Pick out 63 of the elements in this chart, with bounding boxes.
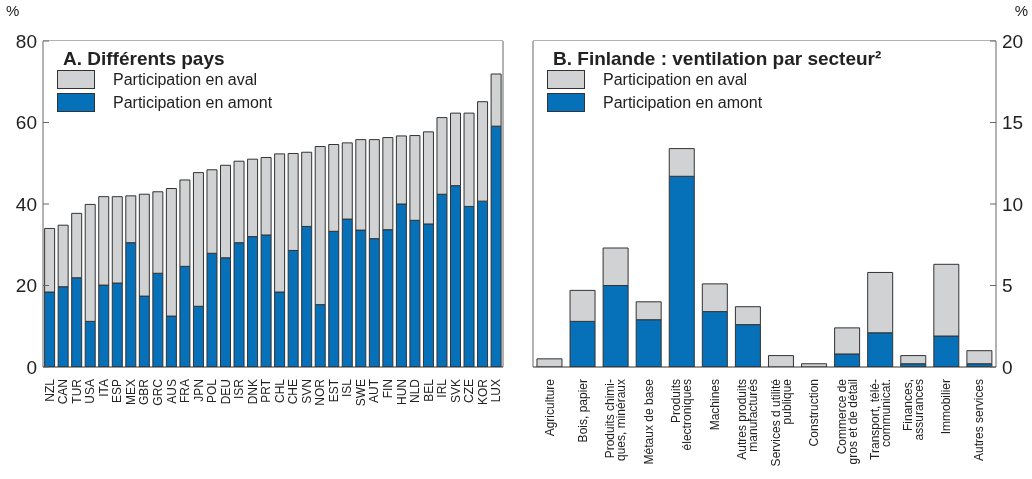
x-tick-label: USA [83,379,98,404]
x-tick-label: Bois, papier [575,379,590,443]
legend-label: Participation en amont [603,93,763,112]
y2-axis-title: % [1014,2,1028,19]
x-tick-label: Produits chimi- ques, minéraux [603,379,629,462]
x-tick-label: AUT [367,378,382,403]
x-tick-label: ISL [340,378,355,398]
x-tick-label: PRT [259,378,274,403]
y-axis-title: % [6,2,20,19]
legend-label: Participation en amont [113,93,273,112]
x-tick-label: SVK [448,379,463,404]
legend-label: Participation en aval [603,70,748,89]
y-tick-label: 40 [15,193,37,215]
y2-tick-label: 15 [1002,112,1024,134]
x-tick-label: ESP [110,379,125,404]
y2-tick-label: 10 [1002,193,1024,215]
x-tick-label: DEU [218,379,233,405]
x-tick-label: SVN [299,379,314,404]
y-tick-label: 60 [15,112,37,134]
x-tick-label: DNK [245,379,260,405]
x-tick-label: ISR [232,378,247,400]
x-tick-label: FIN [381,379,395,399]
legend-label: Participation en aval [113,70,258,89]
x-tick-label: JPN [191,379,206,402]
chart-title: A. Différents pays [63,48,225,70]
x-tick-label: AUS [164,379,179,404]
x-tick-label: GBR [137,378,152,406]
x-tick-label: TUR [69,378,84,404]
x-tick-label: Métaux de base [641,378,656,465]
x-tick-label: Autres services [972,379,987,462]
x-tick-label: IRL [435,378,450,398]
x-tick-label: NLD [408,378,423,404]
x-tick-label: Transport, télé- communicat. [867,379,893,460]
y-tick-label: 80 [15,30,37,52]
x-tick-label: Immobilier [939,379,954,435]
x-tick-label: LUX [489,379,504,403]
x-tick-label: KOR [475,378,490,406]
x-tick-label: Machines [707,379,722,431]
x-tick-label: EST [326,378,341,403]
y-tick-label: 0 [26,356,37,378]
x-tick-label: NZL [42,378,57,402]
x-tick-label: SWE [353,379,368,407]
x-tick-label: CZE [462,379,477,403]
x-tick-label: Construction [807,379,822,447]
bar [966,350,993,365]
x-tick-label: MEX [123,379,138,406]
x-tick-label: BEL [421,378,436,402]
chart-title: B. Finlande : ventilation par secteur² [553,48,882,70]
x-tick-label: CHE [286,379,301,405]
x-tick-label: CAN [56,379,71,405]
x-tick-label: Agriculture [542,378,557,437]
x-tick-label: ITA [96,379,111,397]
y2-tick-label: 20 [1002,30,1024,52]
x-tick-label: GRC [151,378,165,406]
x-tick-label: NOR [313,378,328,406]
y2-tick-label: 5 [1002,275,1013,297]
y2-tick-label: 0 [1002,356,1013,378]
x-tick-label: CHL [272,378,287,404]
x-tick-label: HUN [394,379,409,405]
x-tick-label: POL [205,378,220,404]
bar [900,355,927,365]
x-tick-label: FRA [178,379,193,403]
y-tick-label: 20 [15,275,37,297]
